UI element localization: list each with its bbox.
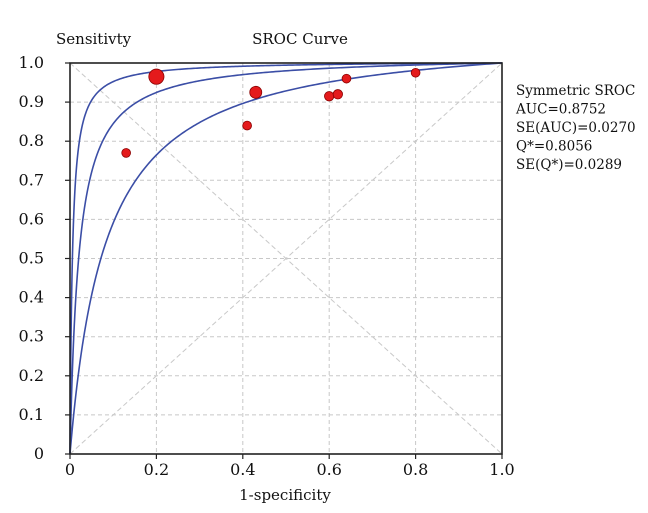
sroc-annotation: Symmetric SROC AUC=0.8752 SE(AUC)=0.0270 Q*… bbox=[515, 83, 636, 173]
y-tick-label: 0.9 bbox=[19, 92, 44, 111]
study-point bbox=[148, 68, 165, 85]
annotation-line: Symmetric SROC bbox=[516, 83, 635, 99]
study-point bbox=[121, 148, 131, 158]
diagonal-lines bbox=[69, 62, 503, 455]
y-tick-label: 1.0 bbox=[19, 53, 44, 72]
study-point bbox=[324, 91, 335, 102]
y-tick-label: 0 bbox=[34, 444, 44, 463]
study-point bbox=[249, 85, 263, 99]
y-tick-label: 0.6 bbox=[19, 209, 44, 228]
study-point bbox=[332, 89, 343, 100]
study-point bbox=[341, 73, 352, 84]
sroc-curve-ci-lower bbox=[69, 62, 503, 455]
annotation-line: Q*=0.8056 bbox=[516, 139, 592, 155]
study-points bbox=[121, 67, 421, 158]
y-tick-label: 0.8 bbox=[19, 131, 44, 150]
x-tick-label: 0.6 bbox=[316, 460, 341, 479]
sroc-curve-sroc bbox=[69, 62, 503, 454]
study-point bbox=[242, 120, 252, 131]
chart-title: SROC Curve bbox=[252, 30, 348, 48]
annotation-line: SE(Q*)=0.0289 bbox=[516, 157, 622, 173]
y-tick-label: 0.2 bbox=[19, 366, 44, 385]
x-ticks: 0 0.2 0.4 0.6 0.8 1.0 bbox=[65, 454, 515, 479]
y-tick-label: 0.3 bbox=[19, 327, 44, 346]
y-tick-label: 0.7 bbox=[19, 170, 44, 189]
x-axis-label: 1-specificity bbox=[239, 486, 331, 504]
y-axis-label: Sensitivty bbox=[56, 30, 132, 48]
y-tick-label: 0.1 bbox=[19, 405, 44, 424]
y-tick-label: 0.4 bbox=[19, 288, 44, 307]
sroc-curve-ci-upper bbox=[69, 62, 503, 454]
annotation-line: SE(AUC)=0.0270 bbox=[516, 120, 636, 136]
grid bbox=[70, 63, 502, 454]
x-tick-label: 0.2 bbox=[144, 460, 169, 479]
x-tick-label: 0 bbox=[65, 460, 75, 479]
study-point bbox=[410, 67, 421, 78]
x-tick-label: 0.4 bbox=[230, 460, 255, 479]
y-tick-label: 0.5 bbox=[19, 249, 44, 268]
annotation-line: AUC=0.8752 bbox=[515, 102, 606, 118]
x-tick-label: 1.0 bbox=[489, 460, 514, 479]
y-ticks: 0 0.1 0.2 0.3 0.4 0.5 0.6 0.7 0.8 0.9 1.0 bbox=[19, 53, 70, 463]
x-tick-label: 0.8 bbox=[403, 460, 428, 479]
q-star-line bbox=[69, 62, 503, 455]
sroc-curves bbox=[69, 62, 503, 455]
